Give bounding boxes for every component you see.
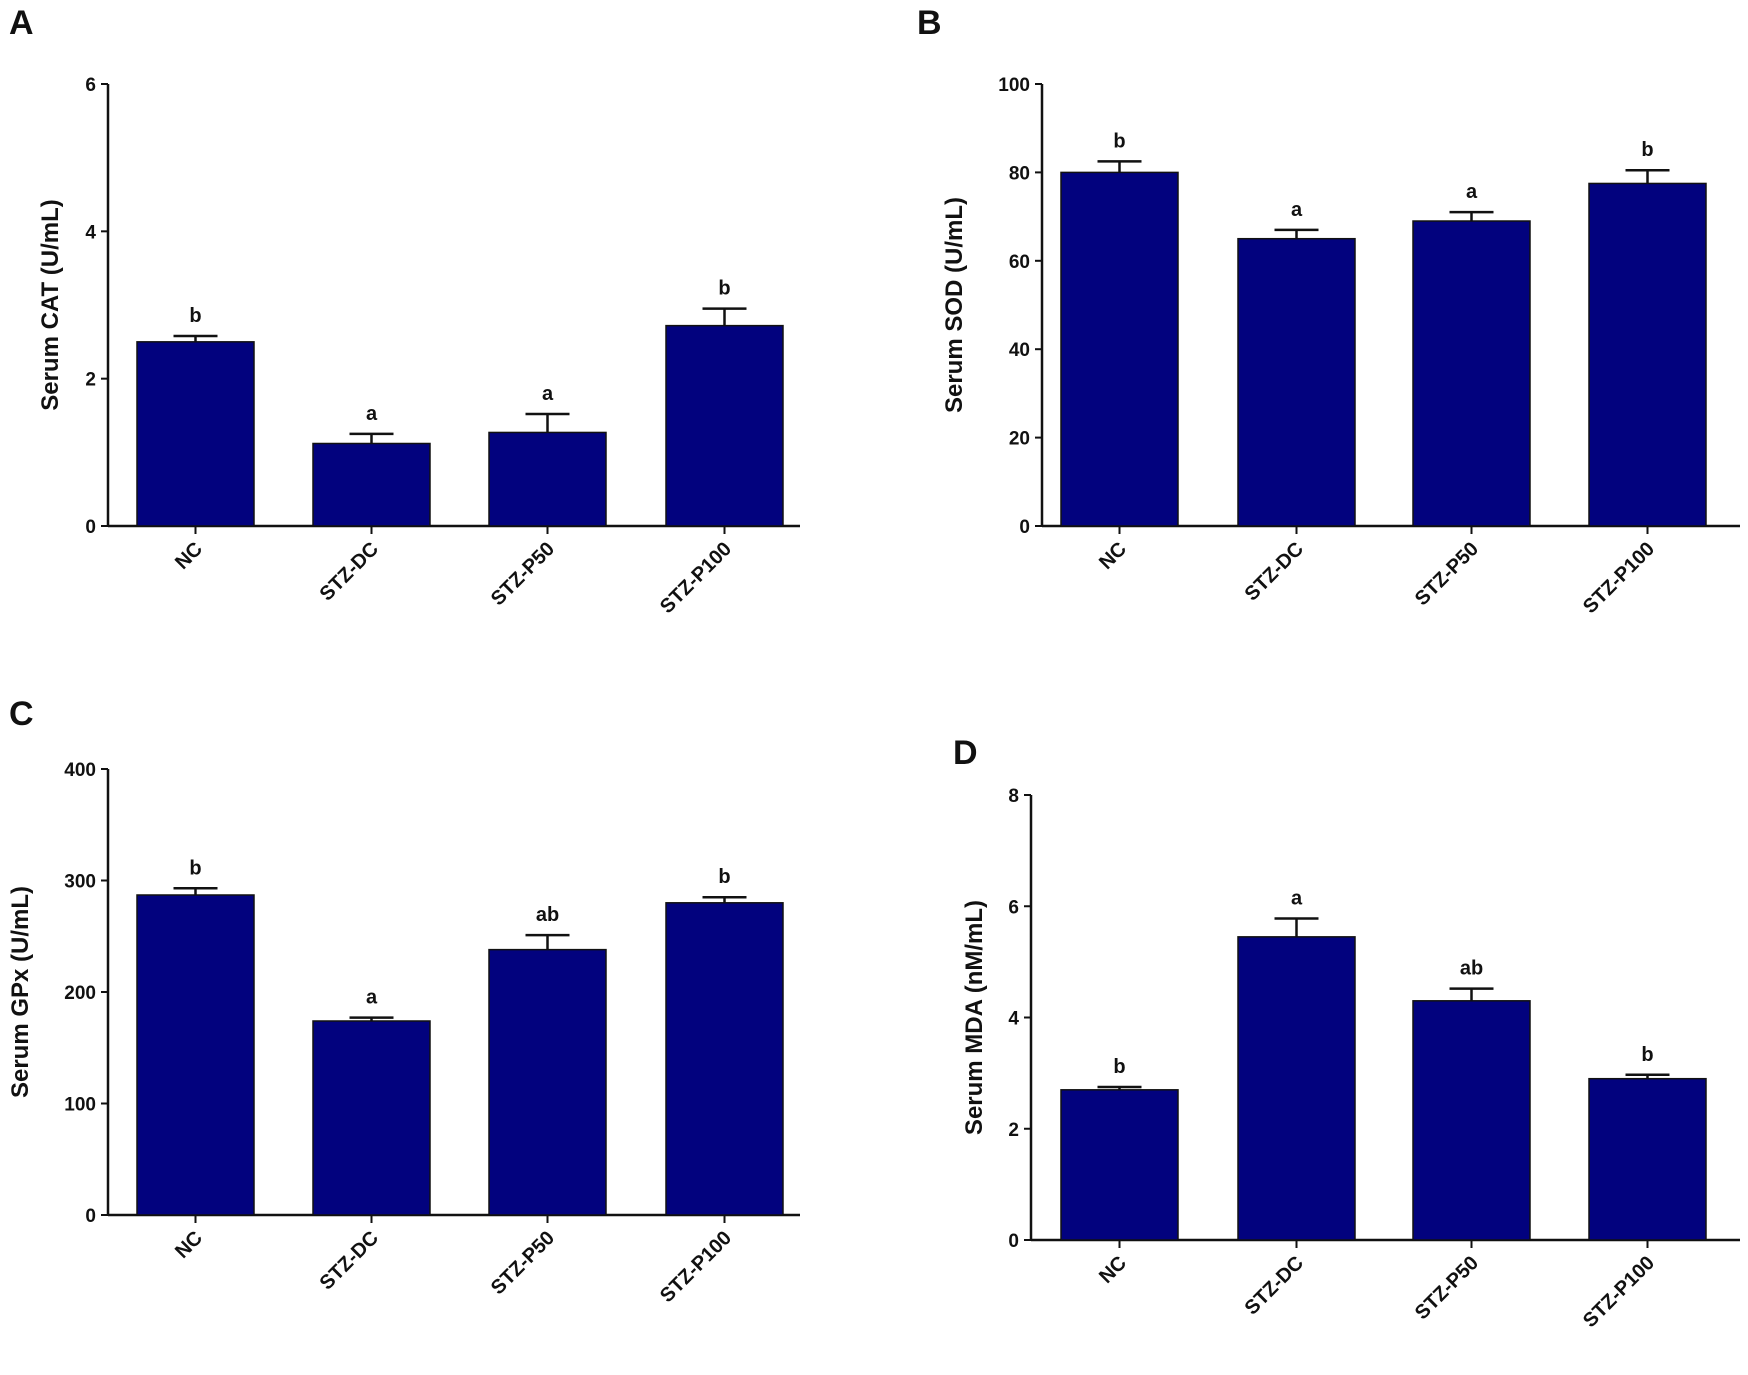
significance-label: b — [718, 278, 730, 300]
panel-label: D — [953, 734, 978, 772]
y-tick-label: 4 — [1008, 1009, 1019, 1030]
significance-label: b — [718, 866, 730, 888]
significance-label: b — [1641, 1044, 1653, 1066]
y-axis-label: Serum CAT (U/mL) — [37, 199, 64, 411]
bar — [136, 894, 255, 1216]
panel-label: B — [917, 4, 942, 42]
y-tick-label: 60 — [1009, 252, 1030, 273]
x-tick-label: STZ-DC — [316, 1227, 383, 1294]
x-tick-label: STZ-P50 — [1411, 1252, 1483, 1324]
bar — [1412, 1000, 1531, 1241]
y-axis-label: Serum SOD (U/mL) — [941, 197, 968, 413]
x-tick-label: STZ-P50 — [1411, 538, 1483, 610]
significance-label: b — [1641, 139, 1653, 161]
x-tick-label: NC — [1095, 1252, 1131, 1288]
y-tick-label: 2 — [1008, 1120, 1019, 1141]
x-tick-label: STZ-P50 — [487, 538, 559, 610]
x-tick-label: NC — [1095, 538, 1131, 574]
y-tick-label: 100 — [998, 75, 1030, 96]
x-tick-label: STZ-P100 — [1579, 538, 1659, 618]
bar — [1588, 1077, 1707, 1241]
bar — [312, 1020, 431, 1216]
y-axis-label: Serum MDA (nM/mL) — [961, 900, 988, 1135]
y-tick-label: 0 — [85, 517, 96, 538]
y-tick-label: 200 — [64, 983, 96, 1004]
significance-label: a — [542, 383, 554, 405]
y-tick-label: 2 — [85, 370, 96, 391]
significance-label: a — [1291, 199, 1303, 221]
bar — [665, 902, 784, 1216]
y-tick-label: 80 — [1009, 163, 1030, 184]
y-tick-label: 0 — [85, 1206, 96, 1227]
y-tick-label: 40 — [1009, 340, 1030, 361]
x-tick-label: STZ-DC — [316, 538, 383, 605]
y-tick-label: 4 — [85, 222, 96, 243]
bar — [1060, 171, 1179, 527]
x-tick-label: NC — [171, 1227, 207, 1263]
significance-label: a — [366, 403, 378, 425]
bar — [488, 431, 607, 527]
significance-label: ab — [536, 904, 559, 926]
y-tick-label: 20 — [1009, 429, 1030, 450]
bar — [1060, 1089, 1179, 1241]
significance-label: b — [1113, 130, 1125, 152]
x-tick-label: STZ-P100 — [656, 1227, 736, 1307]
bar — [1237, 237, 1356, 527]
y-tick-label: 300 — [64, 872, 96, 893]
y-tick-label: 6 — [85, 75, 96, 96]
significance-label: a — [1466, 181, 1478, 203]
x-tick-label: STZ-P50 — [487, 1227, 559, 1299]
y-tick-label: 6 — [1008, 897, 1019, 918]
bar — [1588, 182, 1707, 527]
bar — [1237, 936, 1356, 1241]
y-axis-label: Serum GPx (U/mL) — [7, 886, 34, 1098]
significance-label: b — [189, 305, 201, 327]
bar — [488, 948, 607, 1216]
x-tick-label: STZ-P100 — [656, 538, 736, 618]
panel-label: A — [9, 4, 34, 42]
significance-label: a — [1291, 887, 1303, 909]
significance-label: ab — [1460, 958, 1483, 980]
y-tick-label: 0 — [1019, 517, 1030, 538]
significance-label: b — [189, 857, 201, 879]
significance-label: b — [1113, 1056, 1125, 1078]
y-tick-label: 0 — [1008, 1231, 1019, 1252]
panel-label: C — [9, 695, 34, 733]
bar — [312, 442, 431, 527]
significance-label: a — [366, 987, 378, 1009]
bar — [136, 341, 255, 527]
x-tick-label: STZ-DC — [1241, 1252, 1308, 1319]
y-tick-label: 100 — [64, 1095, 96, 1116]
bar — [665, 324, 784, 527]
x-tick-label: STZ-P100 — [1579, 1252, 1659, 1332]
x-tick-label: STZ-DC — [1241, 538, 1308, 605]
y-tick-label: 8 — [1008, 786, 1019, 807]
bar — [1412, 220, 1531, 527]
y-tick-label: 400 — [64, 760, 96, 781]
x-tick-label: NC — [171, 538, 207, 574]
